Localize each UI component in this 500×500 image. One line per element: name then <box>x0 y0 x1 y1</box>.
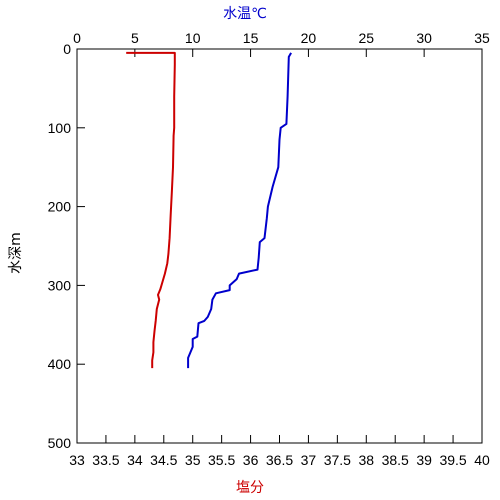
bottom-tick-label: 37 <box>301 452 317 468</box>
bottom-axis-ticks: 33 33.5 34 34.5 35 35.5 36 36.5 37 37.5 38 38.5 39 39… <box>69 435 490 468</box>
left-tick-label: 100 <box>48 120 72 136</box>
left-tick-label: 500 <box>48 435 72 451</box>
bottom-tick-label: 39.5 <box>439 452 466 468</box>
left-tick-label: 400 <box>48 356 72 372</box>
top-tick-label: 5 <box>131 30 139 46</box>
salinity-series-line <box>126 51 176 369</box>
bottom-tick-label: 39 <box>416 452 432 468</box>
left-tick-label: 0 <box>63 41 71 57</box>
bottom-tick-label: 34 <box>127 452 143 468</box>
bottom-tick-label: 40 <box>474 452 490 468</box>
bottom-tick-label: 35.5 <box>208 452 235 468</box>
top-tick-label: 0 <box>73 30 81 46</box>
bottom-tick-label: 36.5 <box>266 452 293 468</box>
bottom-tick-label: 34.5 <box>150 452 177 468</box>
bottom-tick-label: 33.5 <box>92 452 119 468</box>
bottom-tick-label: 38 <box>358 452 374 468</box>
bottom-tick-label: 33 <box>69 452 85 468</box>
bottom-axis-title: 塩分 <box>236 480 264 496</box>
top-tick-label: 30 <box>416 30 432 46</box>
top-axis-title: 水温℃ <box>223 6 267 22</box>
left-axis-ticks: 0 100 200 300 400 500 <box>48 41 85 451</box>
top-axis-ticks: 0 5 10 15 20 25 30 35 <box>73 30 490 57</box>
left-axis-title: 水深m <box>8 232 24 274</box>
top-tick-label: 20 <box>301 30 317 46</box>
bottom-tick-label: 35 <box>185 452 201 468</box>
left-tick-label: 200 <box>48 199 72 215</box>
top-tick-label: 15 <box>243 30 259 46</box>
plot-frame <box>76 48 483 444</box>
top-tick-label: 25 <box>358 30 374 46</box>
top-tick-label: 35 <box>474 30 490 46</box>
water-temperature-series-line <box>187 52 292 369</box>
bottom-tick-label: 38.5 <box>382 452 409 468</box>
series-layer <box>126 51 292 369</box>
bottom-tick-label: 37.5 <box>324 452 351 468</box>
top-tick-label: 10 <box>185 30 201 46</box>
left-tick-label: 300 <box>48 277 72 293</box>
bottom-tick-label: 36 <box>243 452 259 468</box>
